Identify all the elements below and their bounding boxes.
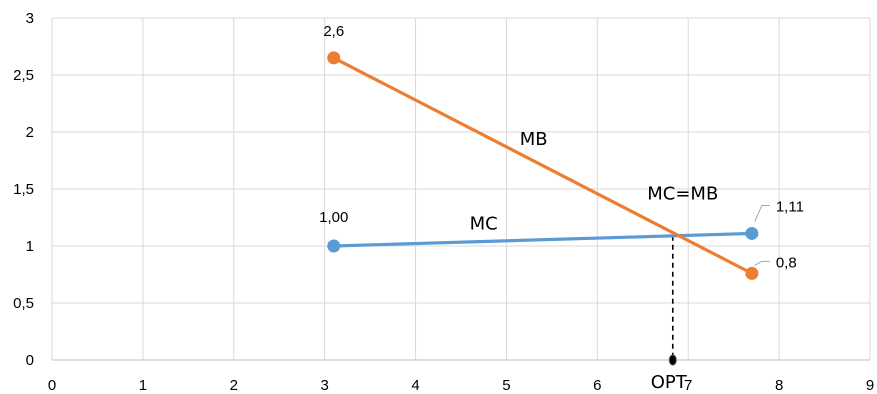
- data-label: 1,00: [319, 209, 348, 226]
- series-layer: [327, 51, 759, 280]
- data-point-mc: [745, 226, 759, 240]
- x-tick-label: 8: [775, 377, 783, 394]
- optimum-label: OPT: [651, 372, 688, 393]
- y-tick-label: 1,5: [13, 181, 34, 198]
- tick-labels: 0 1 2 3 4 5 6 7 8 9 0 0,5 1 1,5 2 2,5 3: [13, 10, 874, 394]
- x-tick-label: 6: [593, 377, 601, 394]
- data-point-mc: [327, 239, 341, 253]
- data-point-mb: [745, 266, 759, 280]
- y-tick-label: 2: [26, 124, 34, 141]
- y-tick-label: 0: [26, 352, 34, 369]
- leader-line: [754, 204, 770, 222]
- data-label: 0,8: [776, 254, 797, 271]
- y-tick-label: 3: [26, 10, 34, 27]
- grid: [51, 17, 871, 360]
- labels-layer: 1,00 2,6 1,11 0,8 MC MB MC=MB OPT: [319, 23, 804, 393]
- optimum-marker: [668, 354, 677, 366]
- intersection-label: MC=MB: [647, 184, 718, 205]
- x-tick-label: 3: [320, 377, 328, 394]
- data-label: 1,11: [776, 198, 804, 215]
- x-tick-label: 0: [48, 377, 56, 394]
- y-tick-label: 1: [26, 238, 34, 255]
- x-tick-label: 4: [411, 377, 419, 394]
- data-label: 2,6: [323, 23, 344, 40]
- optimum-guide: [668, 235, 677, 366]
- series-name-label: MC: [470, 214, 498, 235]
- series-line-mc: [332, 231, 754, 248]
- x-tick-label: 1: [139, 377, 147, 394]
- leader-line: [754, 260, 770, 266]
- data-point-mb: [327, 51, 341, 65]
- series-line-mb: [332, 56, 754, 275]
- y-tick-label: 0,5: [13, 295, 34, 312]
- y-tick-label: 2,5: [13, 67, 34, 84]
- x-tick-label: 5: [502, 377, 510, 394]
- x-tick-label: 2: [230, 377, 238, 394]
- x-tick-label: 9: [866, 377, 874, 394]
- series-name-label: MB: [520, 129, 548, 150]
- x-tick-label: 7: [684, 377, 692, 394]
